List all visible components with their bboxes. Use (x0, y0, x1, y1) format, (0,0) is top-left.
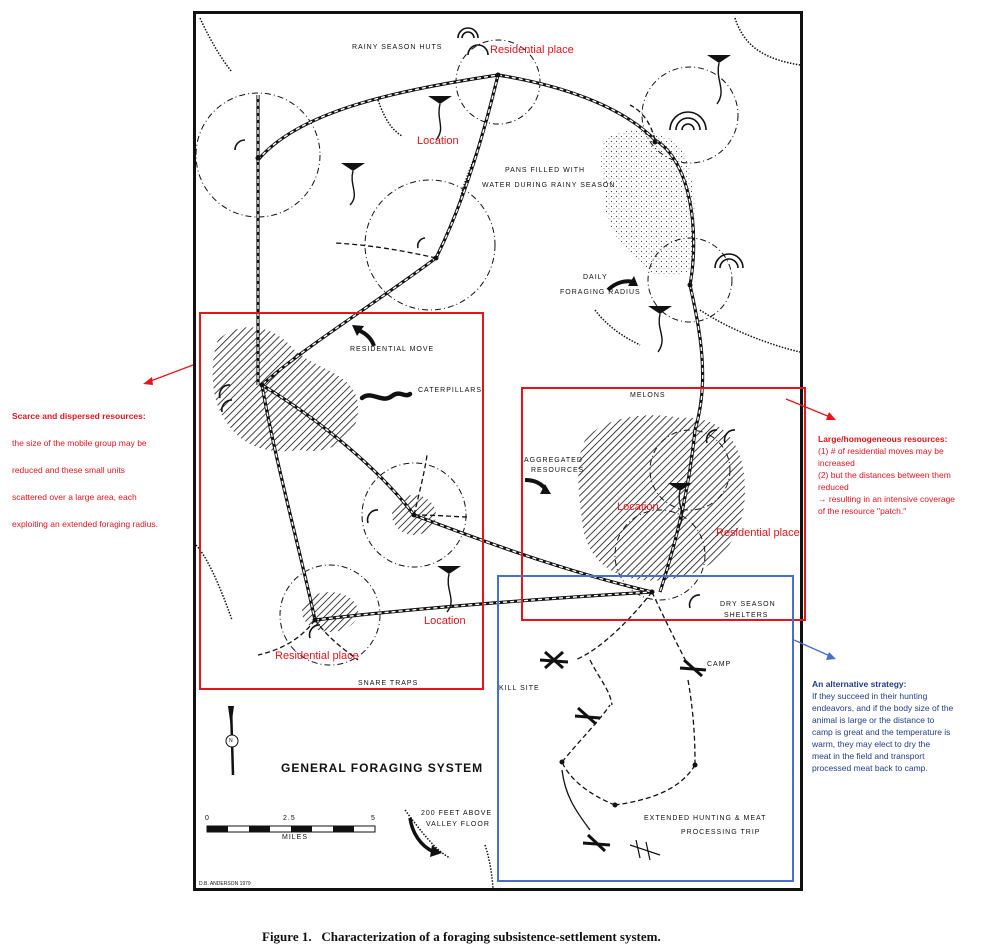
north-arrow (225, 705, 239, 776)
dry-season-label-line1: DRY SEASON (720, 601, 776, 608)
pans-label-line1: PANS FILLED WITH (505, 167, 586, 174)
strategy-note-line: endeavors, and if the body size of the (812, 703, 954, 713)
homogeneous-note-line: reduced (818, 482, 849, 492)
homogeneous-resources-box (521, 387, 806, 621)
right-pointer-arrow (785, 398, 836, 420)
extended-trip-label-line1: EXTENDED HUNTING & MEAT (644, 815, 767, 822)
scarce-note-line: the size of the mobile group may be (12, 438, 147, 448)
scarce-resources-box (199, 312, 484, 690)
extended-trip-label-line2: PROCESSING TRIP (681, 829, 761, 836)
caterpillar-icon (359, 391, 413, 401)
foraging-radius-circles (195, 39, 739, 666)
return-arrow (561, 769, 591, 831)
homogeneous-resources-title: Large/homogeneous resources: (818, 434, 948, 444)
elevation-label-line2: VALLEY FLOOR (426, 821, 490, 828)
pan-area (601, 130, 695, 277)
residential-place-bottom: Residential place (275, 650, 359, 662)
fire-icons (539, 650, 707, 853)
location-right: Location (617, 501, 659, 513)
caterpillars-label: CATERPILLARS (418, 387, 482, 394)
alternative-strategy-title: An alternative strategy: (812, 679, 907, 689)
homogeneous-note-line: of the resource "patch." (818, 506, 907, 516)
figure-caption: Figure 1. Characterization of a foraging… (262, 929, 661, 944)
homogeneous-note-line: (1) # of residential moves may be (818, 446, 944, 456)
strategy-note-line: If they succeed in their hunting (812, 691, 928, 701)
hunting-line (629, 839, 661, 861)
elevation-label-line1: 200 FEET ABOVE (421, 810, 493, 817)
homogeneous-note-line: increased (818, 458, 855, 468)
map-frame (193, 11, 803, 891)
credit-label: D.B. ANDERSON 1979 (199, 881, 251, 887)
scale-zero: 0 (205, 815, 210, 822)
aggregated-label-line1: AGGREGATED (524, 457, 583, 464)
residential-place-right: Residential place (716, 527, 800, 539)
left-pointer-arrow (143, 364, 194, 385)
residential-move-label: RESIDENTIAL MOVE (350, 346, 435, 353)
rainy-season-huts-label: RAINY SEASON HUTS (352, 44, 443, 51)
north-label: N (229, 738, 233, 744)
kill-site-label: KILL SITE (499, 685, 540, 692)
alternative-strategy-box (497, 575, 794, 882)
location-bottom: Location (424, 615, 466, 627)
scale-bar (206, 825, 376, 833)
strategy-note-line: warm, they may elect to dry the (812, 739, 931, 749)
homogeneous-resources-note: Large/homogeneous resources: (1) # of re… (818, 433, 993, 517)
strategy-note-line: meat in the field and transport (812, 751, 925, 761)
daily-label-line2: FORAGING RADIUS (560, 289, 641, 296)
hut-icons (218, 27, 744, 639)
residential-place-top: Residential place (490, 44, 574, 56)
scarce-note-line: exploiting an extended foraging radius. (12, 519, 159, 529)
hatched-resource-areas (212, 327, 745, 632)
scarce-note-line: reduced and these small units (12, 465, 125, 475)
dry-season-label-line2: SHELTERS (724, 612, 769, 619)
daily-label-line1: DAILY (583, 274, 608, 281)
location-top: Location (417, 135, 459, 147)
snare-traps-label: SNARE TRAPS (358, 680, 419, 687)
elevation-arrow (408, 817, 435, 854)
alternative-strategy-note: An alternative strategy: If they succeed… (812, 678, 992, 774)
pans-label-line2: WATER DURING RAINY SEASON (482, 182, 616, 189)
scale-mid: 2.5 (283, 815, 296, 822)
scarce-resources-title: Scarce and dispersed resources: (12, 411, 146, 421)
scale-five: 5 (371, 815, 376, 822)
scarce-resources-note: Scarce and dispersed resources: the size… (12, 408, 192, 532)
scarce-note-line: scattered over a large area, each (12, 492, 137, 502)
melons-label: MELONS (630, 392, 666, 399)
homogeneous-note-line: → resulting in an intensive coverage (818, 494, 956, 504)
blue-pointer-arrow (793, 639, 836, 660)
homogeneous-note-line: (2) but the distances between them (818, 470, 951, 480)
map-title: GENERAL FORAGING SYSTEM (281, 761, 484, 775)
scale-unit: MILES (282, 834, 309, 841)
camp-label: CAMP (707, 661, 732, 668)
settlement-points (255, 72, 698, 808)
strategy-note-line: animal is large or the distance to (812, 715, 935, 725)
strategy-note-line: processed meat back to camp. (812, 763, 928, 773)
water-source-icons (341, 55, 731, 574)
strategy-note-line: camp is great and the temperature is (812, 727, 951, 737)
aggregated-label-line2: RESOURCES (531, 467, 585, 474)
